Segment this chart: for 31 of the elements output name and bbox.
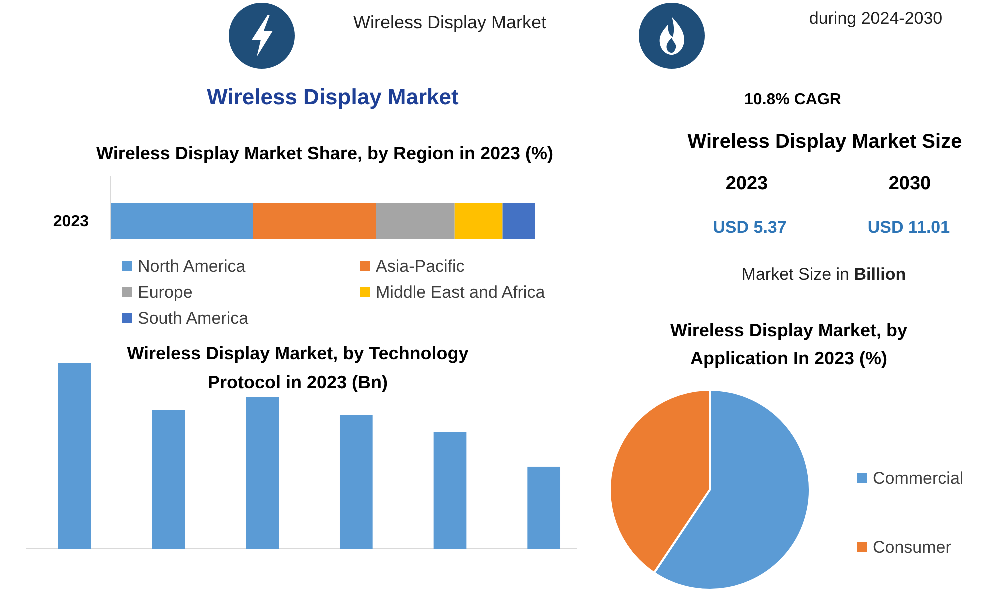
text: USD 11.01 [868,218,950,237]
legend-label: North America [138,256,246,276]
bar [340,415,373,549]
bar [246,397,280,549]
chart-title: Wireless Display Market Share, by Region in 2023 (%) [96,143,554,164]
bar [528,466,561,549]
chart-title: Wireless Display Market, by Application In 2023 (%) [670,320,908,368]
text: Wireless Display Market Size [688,131,962,153]
legend-label: Middle East and Africa [376,282,546,302]
text: USD 5.37 [713,218,787,237]
text: during 2024-2030 [809,8,943,28]
legend-label: Consumer [873,538,952,557]
bar [376,203,455,239]
bar [502,203,535,239]
text: Wireless Display Market [207,84,460,110]
text: Wireless Display Market [353,12,547,32]
text: 2023 [726,174,768,195]
legend-label: Asia-Pacific [376,256,466,276]
chart-title: Wireless Display Market, by Technology Protocol in 2023 (Bn) [127,343,469,392]
bar [152,410,186,549]
bar [111,203,254,239]
bar [253,203,376,239]
legend-label: Commercial [873,468,964,488]
legend-label: South America [138,308,250,328]
bar [58,363,92,549]
bar [454,203,503,239]
text: Market Size in Billion [742,264,906,284]
legend-label: Europe [138,282,193,302]
text: 2030 [888,174,932,195]
text: 10.8% CAGR [744,92,842,109]
bar [434,432,467,549]
